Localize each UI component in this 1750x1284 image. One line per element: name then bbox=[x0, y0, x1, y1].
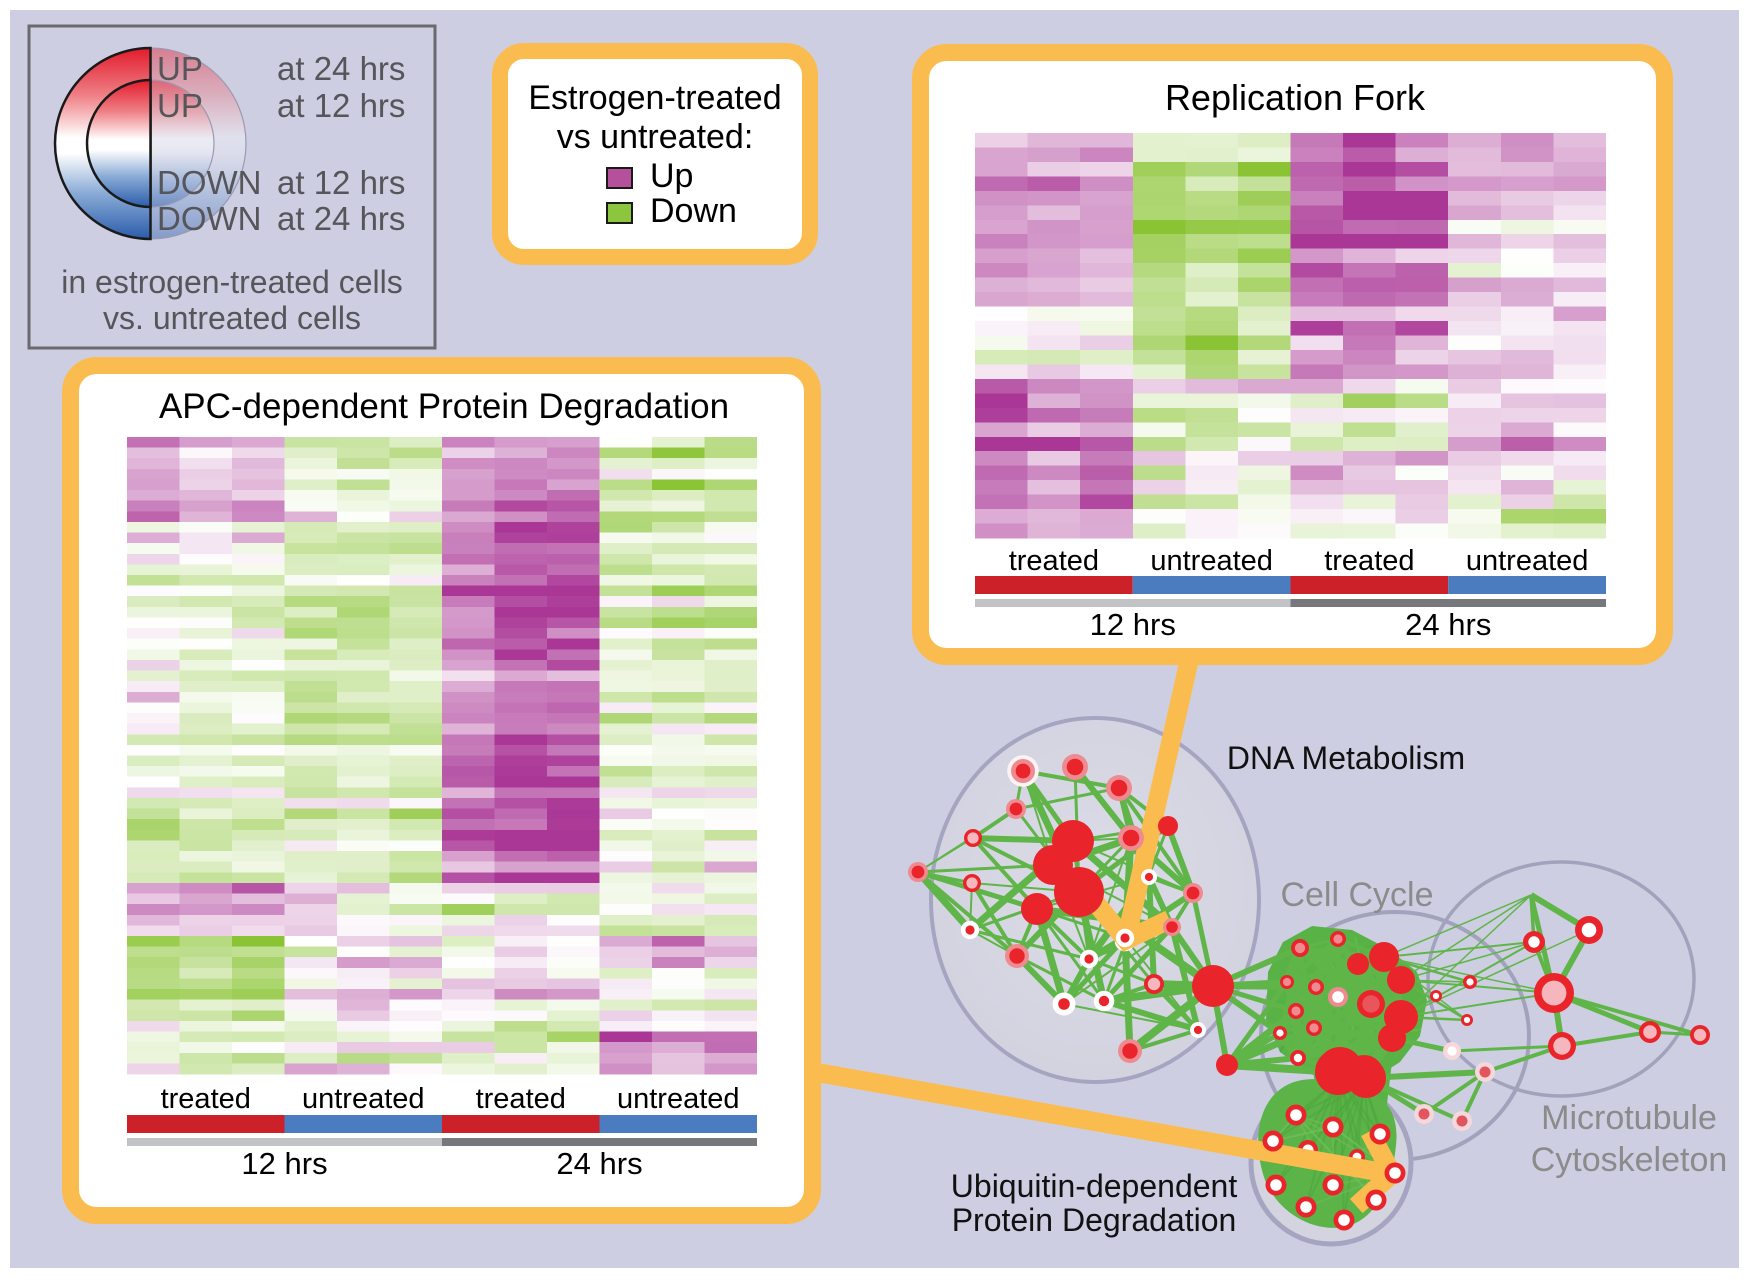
svg-text:treated: treated bbox=[161, 1083, 251, 1115]
svg-text:at 12 hrs: at 12 hrs bbox=[277, 87, 405, 124]
svg-text:Protein Degradation: Protein Degradation bbox=[952, 1202, 1237, 1238]
svg-text:treated: treated bbox=[1324, 545, 1414, 577]
svg-text:treated: treated bbox=[476, 1083, 566, 1115]
svg-text:UP: UP bbox=[157, 50, 203, 87]
svg-text:at 24 hrs: at 24 hrs bbox=[277, 200, 405, 237]
svg-text:treated: treated bbox=[1009, 545, 1099, 577]
svg-text:Cell Cycle: Cell Cycle bbox=[1280, 876, 1433, 914]
svg-text:Estrogen-treated: Estrogen-treated bbox=[528, 79, 781, 117]
svg-text:DOWN: DOWN bbox=[157, 164, 261, 201]
svg-text:in estrogen-treated cells: in estrogen-treated cells bbox=[61, 264, 403, 300]
svg-text:Microtubule: Microtubule bbox=[1541, 1099, 1717, 1137]
svg-text:UP: UP bbox=[157, 87, 203, 124]
svg-text:24 hrs: 24 hrs bbox=[556, 1146, 642, 1181]
svg-text:Cytoskeleton: Cytoskeleton bbox=[1531, 1141, 1728, 1179]
svg-text:Up: Up bbox=[650, 157, 693, 195]
svg-text:APC-dependent Protein Degradat: APC-dependent Protein Degradation bbox=[159, 387, 729, 426]
svg-text:untreated: untreated bbox=[1466, 545, 1589, 577]
svg-text:Down: Down bbox=[650, 192, 737, 230]
svg-text:DOWN: DOWN bbox=[157, 200, 261, 237]
svg-text:vs untreated:: vs untreated: bbox=[557, 118, 754, 156]
svg-text:untreated: untreated bbox=[1150, 545, 1273, 577]
svg-text:24 hrs: 24 hrs bbox=[1405, 607, 1491, 642]
svg-text:12 hrs: 12 hrs bbox=[1090, 607, 1176, 642]
svg-text:DNA Metabolism: DNA Metabolism bbox=[1227, 740, 1465, 776]
svg-text:at 24 hrs: at 24 hrs bbox=[277, 50, 405, 87]
svg-text:12 hrs: 12 hrs bbox=[241, 1146, 327, 1181]
svg-text:untreated: untreated bbox=[302, 1083, 425, 1115]
svg-text:untreated: untreated bbox=[617, 1083, 740, 1115]
svg-text:Replication Fork: Replication Fork bbox=[1165, 77, 1426, 118]
svg-text:Ubiquitin-dependent: Ubiquitin-dependent bbox=[951, 1168, 1238, 1204]
svg-text:at 12 hrs: at 12 hrs bbox=[277, 164, 405, 201]
svg-text:vs. untreated cells: vs. untreated cells bbox=[103, 300, 361, 336]
